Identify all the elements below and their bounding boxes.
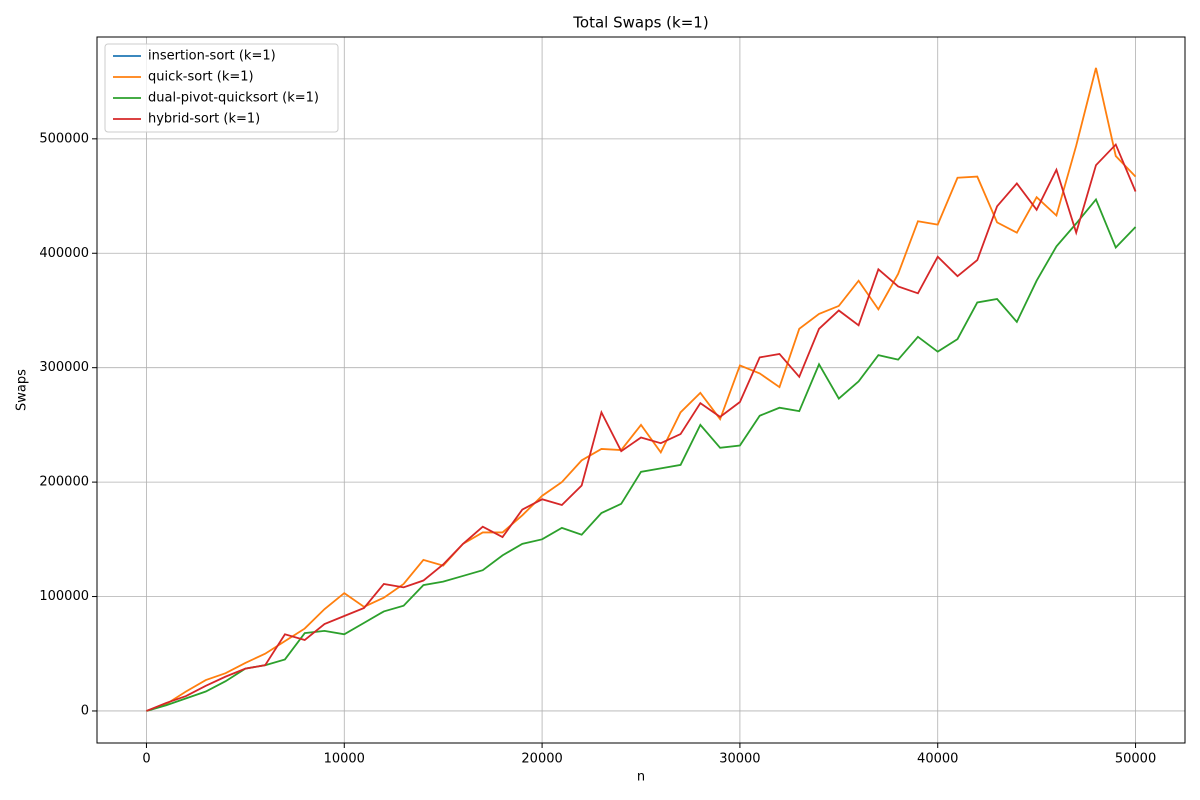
y-tick-label: 300000 [39,360,89,375]
x-tick-label: 40000 [917,752,958,767]
x-tick-label: 0 [142,752,150,767]
y-tick-label: 500000 [39,131,89,146]
series-line [146,67,1137,712]
legend-label: quick-sort (k=1) [148,70,254,85]
y-tick-label: 0 [81,703,89,718]
x-tick-label: 50000 [1115,752,1156,767]
legend-label: dual-pivot-quicksort (k=1) [148,91,319,106]
y-axis-label: Swaps [15,369,30,411]
y-tick-label: 200000 [39,475,89,490]
x-tick-label: 20000 [521,752,562,767]
y-tick-label: 100000 [39,589,89,604]
legend-label: hybrid-sort (k=1) [148,112,260,127]
legend-label: insertion-sort (k=1) [148,49,276,64]
x-axis-label: n [637,770,645,785]
chart-title: Total Swaps (k=1) [572,14,708,32]
legend-box [104,43,339,133]
plot-frame [96,36,1186,744]
x-tick-label: 10000 [324,752,365,767]
y-tick-label: 400000 [39,246,89,261]
series-line [146,142,1137,712]
x-tick-label: 30000 [719,752,760,767]
series-line [146,197,1137,712]
